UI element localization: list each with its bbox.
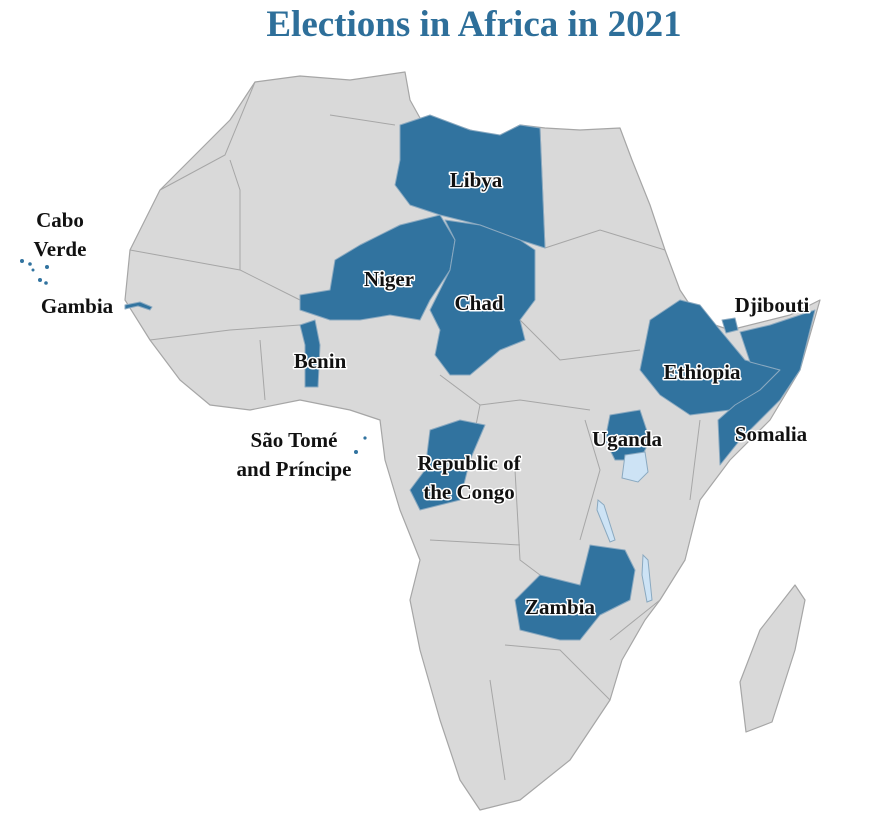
country-label: Gambia	[41, 294, 114, 318]
election-countries	[20, 114, 816, 641]
lakes	[596, 451, 653, 603]
country-label: Libya	[450, 168, 503, 192]
chad-shape	[429, 219, 536, 376]
country-label: Zambia	[525, 595, 596, 619]
country-label: São Tomé	[251, 428, 338, 452]
cabo-verde-shape	[20, 259, 49, 285]
benin-shape	[299, 319, 321, 388]
libya-shape	[394, 114, 546, 249]
country-label: Republic of	[417, 451, 521, 475]
country-label: Djibouti	[735, 293, 810, 317]
sao-tome-shape	[354, 436, 367, 454]
country-label: Chad	[454, 291, 503, 315]
map-title: Elections in Africa in 2021	[266, 4, 681, 45]
country-label: and Príncipe	[237, 457, 352, 481]
niger-shape	[299, 214, 456, 321]
labels: Libya Niger Chad Benin Ethiopia Djibouti…	[32, 167, 811, 621]
country-label: Somalia	[735, 422, 808, 446]
somalia-shape	[717, 309, 816, 466]
gambia-shape	[124, 301, 153, 311]
country-label: Uganda	[592, 427, 663, 451]
country-label: Cabo	[36, 208, 84, 232]
country-label: Ethiopia	[663, 360, 741, 384]
country-label: Niger	[364, 267, 414, 291]
djibouti-shape	[721, 317, 739, 334]
congo-shape	[409, 419, 486, 511]
zambia-shape	[514, 544, 636, 641]
country-label: Benin	[294, 349, 347, 373]
country-label: Verde	[34, 237, 87, 261]
country-label: the Congo	[423, 480, 515, 504]
